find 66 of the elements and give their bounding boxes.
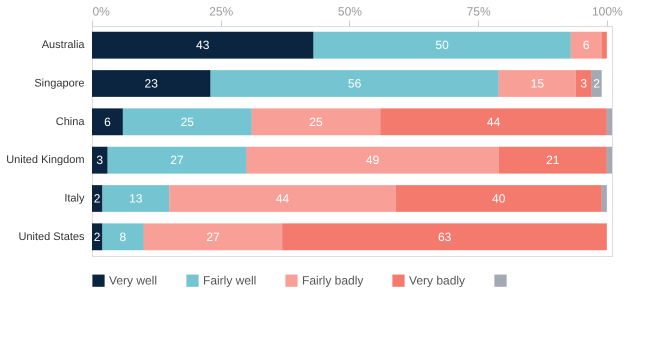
data-label: 44 [276,192,290,206]
data-label: 15 [530,76,544,90]
data-label: 2 [94,192,101,206]
data-label: 50 [435,38,450,52]
bar [576,70,592,97]
data-label: 13 [129,192,143,206]
bar [602,32,607,59]
data-label: 3 [96,153,104,168]
bar [143,223,282,250]
x-tick-label: 75% [466,4,491,18]
data-label: 3 [580,76,588,90]
bar [92,185,102,212]
bar [498,70,576,97]
bar [92,32,314,59]
bar [92,146,108,174]
bar [246,146,499,174]
legend-label: Very badly [409,274,466,288]
bar [396,185,602,212]
bar [602,185,607,212]
data-label: 27 [170,153,184,168]
bar [122,108,252,136]
data-label: 25 [309,114,323,129]
bar [92,108,123,136]
data-label: 6 [582,38,590,52]
bar [498,146,607,174]
bar [380,108,607,136]
y-tick-label: Singapore [34,78,84,90]
x-tick-label: 0% [92,4,110,18]
x-tick-label: 100% [592,4,624,18]
x-tick-label: 25% [209,4,234,18]
bar [102,223,144,250]
bar [92,70,210,97]
legend-label: Very well [109,274,158,288]
data-label: 23 [144,76,158,90]
data-label: 44 [486,114,501,129]
data-label: 8 [120,230,127,244]
data-label: 25 [180,114,194,129]
data-label: 43 [196,38,210,52]
bar [282,223,607,250]
legend-label: Fairly badly [302,274,364,288]
legend-label: Fairly well [203,274,256,288]
data-label: 21 [546,153,560,168]
y-tick-label: China [56,116,86,128]
bar [102,185,170,212]
bar [92,223,102,250]
x-tick-label: 50% [338,4,362,18]
bar [210,70,499,97]
data-label: 2 [94,230,101,244]
data-label: 49 [366,153,380,168]
data-label: 40 [492,192,506,206]
bar [313,32,571,59]
bar [169,185,396,212]
data-label: 2 [593,76,600,90]
data-label: 27 [206,230,220,244]
bar [252,108,380,136]
data-label: 56 [348,76,362,90]
y-tick-label: United Kingdom [6,154,84,166]
data-label: 6 [104,114,112,129]
bar [606,146,612,174]
bar [606,108,612,136]
y-tick-label: Australia [42,39,86,52]
bar [107,146,246,174]
bar [570,32,602,59]
data-label: 63 [438,230,452,244]
y-tick-label: United States [18,230,85,243]
y-tick-label: Italy [64,192,85,204]
